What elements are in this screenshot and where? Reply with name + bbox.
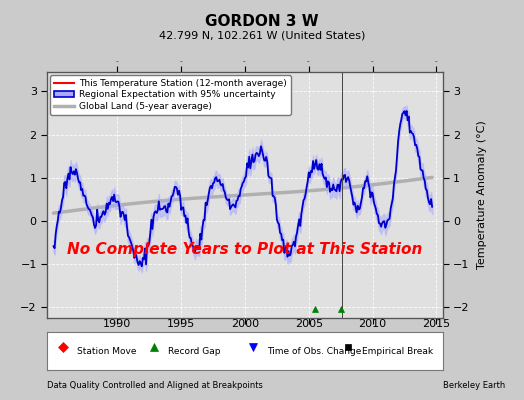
- Text: Station Move: Station Move: [77, 346, 136, 356]
- Text: Empirical Break: Empirical Break: [362, 346, 433, 356]
- Text: 1995: 1995: [167, 319, 195, 329]
- Text: 2015: 2015: [422, 319, 451, 329]
- Text: 2005: 2005: [294, 319, 323, 329]
- Legend: This Temperature Station (12-month average), Regional Expectation with 95% uncer: This Temperature Station (12-month avera…: [50, 75, 291, 115]
- Text: Berkeley Earth: Berkeley Earth: [443, 381, 505, 390]
- Y-axis label: Temperature Anomaly (°C): Temperature Anomaly (°C): [477, 121, 487, 269]
- Text: GORDON 3 W: GORDON 3 W: [205, 14, 319, 29]
- Text: No Complete Years to Plot at This Station: No Complete Years to Plot at This Statio…: [67, 242, 423, 257]
- Text: 2010: 2010: [358, 319, 387, 329]
- Text: Record Gap: Record Gap: [168, 346, 220, 356]
- Text: 1990: 1990: [103, 319, 132, 329]
- Text: 2000: 2000: [231, 319, 259, 329]
- Text: Data Quality Controlled and Aligned at Breakpoints: Data Quality Controlled and Aligned at B…: [47, 381, 263, 390]
- Text: 42.799 N, 102.261 W (United States): 42.799 N, 102.261 W (United States): [159, 30, 365, 40]
- Text: Time of Obs. Change: Time of Obs. Change: [267, 346, 361, 356]
